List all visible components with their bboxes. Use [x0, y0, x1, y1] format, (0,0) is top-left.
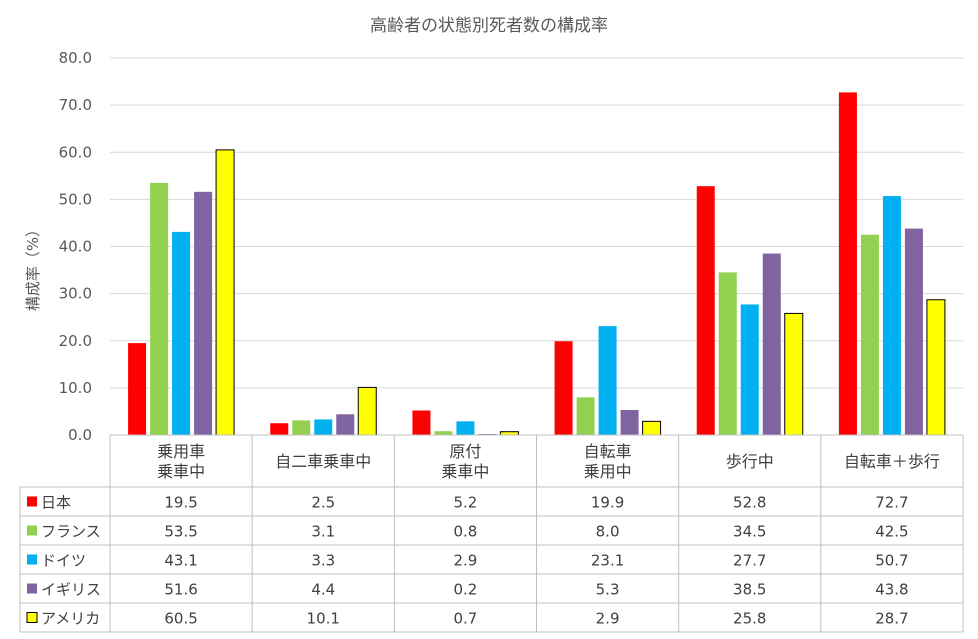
data-value: 4.4 — [311, 581, 335, 599]
bar — [336, 414, 355, 435]
bar — [620, 410, 639, 435]
y-tick-label: 70.0 — [59, 96, 92, 114]
data-value: 19.9 — [591, 494, 624, 512]
data-value: 3.3 — [311, 552, 335, 570]
data-value: 5.2 — [453, 494, 477, 512]
bar — [357, 386, 377, 436]
data-value: 10.1 — [307, 610, 340, 628]
y-axis-label: 構成率（%） — [24, 222, 42, 311]
legend-label: アメリカ — [41, 610, 100, 628]
bar — [172, 231, 191, 435]
data-value: 72.7 — [875, 494, 908, 512]
bar — [434, 431, 453, 435]
data-value: 42.5 — [875, 523, 908, 541]
y-tick-label: 80.0 — [59, 49, 92, 67]
legend-key — [27, 554, 37, 565]
bar — [292, 420, 311, 435]
data-value: 52.8 — [733, 494, 766, 512]
bar — [576, 397, 595, 435]
data-value: 2.9 — [453, 552, 477, 570]
data-value: 60.5 — [164, 610, 197, 628]
bar — [740, 304, 759, 435]
legend-label: フランス — [41, 523, 101, 541]
y-tick-label: 50.0 — [59, 190, 92, 208]
data-value: 0.2 — [453, 581, 477, 599]
bar — [194, 191, 213, 435]
bar — [554, 341, 573, 435]
legend-key — [27, 525, 37, 536]
bar — [926, 299, 946, 436]
data-value: 43.8 — [875, 581, 908, 599]
data-value: 38.5 — [733, 581, 766, 599]
bar — [882, 196, 901, 435]
category-label: 乗用中 — [584, 462, 632, 481]
bar — [718, 272, 737, 435]
legend-label: イギリス — [41, 581, 101, 599]
legend-key — [27, 496, 37, 507]
data-value: 2.5 — [311, 494, 335, 512]
gridlines — [110, 57, 963, 436]
category-label: 歩行中 — [726, 452, 774, 471]
data-value: 5.3 — [596, 581, 620, 599]
legend-label: 日本 — [41, 494, 71, 512]
data-value: 27.7 — [733, 552, 766, 570]
data-value: 0.8 — [453, 523, 477, 541]
category-label: 乗車中 — [157, 462, 205, 481]
data-value: 0.7 — [453, 610, 477, 628]
y-tick-label: 20.0 — [59, 332, 92, 350]
y-tick-labels: 0.0 10.0 20.0 30.0 40.0 50.0 60.0 70.0 80.0 — [59, 49, 92, 444]
y-tick-label: 10.0 — [59, 379, 92, 397]
data-value: 51.6 — [164, 581, 197, 599]
y-tick-label: 0.0 — [68, 426, 92, 444]
bar — [456, 421, 475, 435]
legend-key — [27, 583, 37, 594]
bars — [128, 92, 946, 436]
bar — [412, 410, 431, 435]
bar — [598, 326, 617, 435]
data-value: 19.5 — [164, 494, 197, 512]
y-tick-label: 30.0 — [59, 285, 92, 303]
bar — [150, 182, 169, 435]
data-value: 53.5 — [164, 523, 197, 541]
data-value: 25.8 — [733, 610, 766, 628]
data-value: 3.1 — [311, 523, 335, 541]
category-label: 乗用車 — [157, 442, 205, 461]
category-label: 原付 — [449, 442, 481, 461]
bar — [904, 228, 923, 435]
category-label: 乗車中 — [441, 462, 489, 481]
category-label: 自転車 — [584, 442, 632, 461]
data-value: 8.0 — [596, 523, 620, 541]
data-value: 50.7 — [875, 552, 908, 570]
bar — [762, 253, 781, 435]
legend-label: ドイツ — [41, 552, 86, 570]
y-tick-label: 40.0 — [59, 238, 92, 256]
bar — [215, 149, 235, 436]
data-value: 43.1 — [164, 552, 197, 570]
data-value: 23.1 — [591, 552, 624, 570]
legend-key — [26, 612, 38, 623]
chart-title: 高齢者の状態別死者数の構成率 — [370, 16, 608, 36]
bar — [860, 234, 879, 435]
bar — [838, 92, 857, 436]
bar — [696, 186, 715, 435]
y-tick-label: 60.0 — [59, 143, 92, 161]
data-value: 28.7 — [875, 610, 908, 628]
bar — [270, 423, 289, 435]
bar — [128, 343, 147, 435]
bar — [314, 419, 333, 435]
data-value: 34.5 — [733, 523, 766, 541]
category-label: 自転車＋歩行 — [844, 452, 940, 471]
bar — [784, 312, 804, 436]
bar — [642, 420, 662, 436]
category-label: 自二車乗車中 — [275, 452, 371, 471]
data-value: 2.9 — [596, 610, 620, 628]
